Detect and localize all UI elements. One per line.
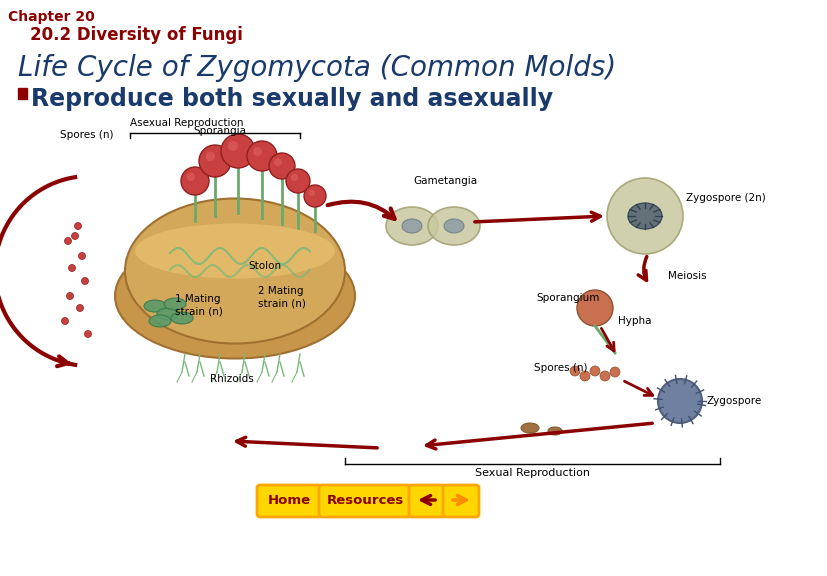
- Circle shape: [304, 185, 326, 207]
- Ellipse shape: [627, 203, 662, 229]
- Circle shape: [600, 371, 609, 381]
- Text: Life Cycle of Zygomycota (Common Molds): Life Cycle of Zygomycota (Common Molds): [18, 54, 615, 82]
- Ellipse shape: [428, 207, 480, 245]
- Circle shape: [576, 290, 612, 326]
- Circle shape: [61, 317, 69, 324]
- Circle shape: [569, 366, 579, 376]
- Text: Stolon: Stolon: [248, 261, 281, 271]
- Text: Spores (n): Spores (n): [533, 363, 587, 373]
- Ellipse shape: [144, 300, 165, 312]
- Ellipse shape: [157, 308, 179, 320]
- Circle shape: [253, 147, 261, 156]
- Circle shape: [84, 331, 92, 338]
- Circle shape: [205, 151, 215, 161]
- Circle shape: [76, 305, 84, 312]
- Text: Chapter 20: Chapter 20: [8, 10, 94, 24]
- Circle shape: [290, 174, 298, 181]
- Ellipse shape: [547, 427, 562, 435]
- FancyBboxPatch shape: [442, 485, 479, 517]
- Bar: [18, 88, 27, 99]
- Text: Gametangia: Gametangia: [413, 176, 476, 186]
- Circle shape: [590, 366, 600, 376]
- Circle shape: [227, 141, 237, 151]
- Ellipse shape: [385, 207, 437, 245]
- FancyBboxPatch shape: [409, 485, 444, 517]
- Ellipse shape: [171, 312, 193, 324]
- Ellipse shape: [115, 233, 355, 358]
- Text: Hypha: Hypha: [617, 316, 651, 326]
- Text: 1 Mating
strain (n): 1 Mating strain (n): [174, 294, 222, 316]
- Text: Meiosis: Meiosis: [667, 271, 705, 281]
- Circle shape: [246, 141, 277, 171]
- Circle shape: [221, 134, 255, 168]
- Text: 2 Mating
strain (n): 2 Mating strain (n): [258, 286, 305, 308]
- Circle shape: [186, 173, 195, 181]
- Circle shape: [71, 233, 79, 240]
- Text: Asexual Reproduction: Asexual Reproduction: [130, 118, 243, 128]
- Ellipse shape: [164, 298, 186, 310]
- Circle shape: [79, 252, 85, 260]
- Circle shape: [606, 178, 682, 254]
- FancyBboxPatch shape: [318, 485, 410, 517]
- Circle shape: [198, 145, 231, 177]
- Circle shape: [65, 237, 71, 244]
- Ellipse shape: [135, 223, 335, 279]
- Circle shape: [274, 158, 282, 166]
- Text: Sporangium: Sporangium: [535, 293, 599, 303]
- Circle shape: [285, 169, 309, 193]
- Text: Zygospore (2n): Zygospore (2n): [686, 193, 765, 203]
- Text: Resources: Resources: [326, 494, 403, 506]
- Circle shape: [69, 264, 75, 271]
- Text: Sexual Reproduction: Sexual Reproduction: [475, 468, 590, 478]
- Ellipse shape: [443, 219, 463, 233]
- Circle shape: [181, 167, 208, 195]
- Circle shape: [269, 153, 294, 179]
- Text: Home: Home: [267, 494, 310, 506]
- Circle shape: [66, 293, 74, 300]
- Ellipse shape: [402, 219, 422, 233]
- Text: Zygospore: Zygospore: [706, 396, 762, 406]
- Ellipse shape: [520, 423, 538, 433]
- Text: Sporangia: Sporangia: [193, 126, 246, 136]
- Text: Reproduce both sexually and asexually: Reproduce both sexually and asexually: [31, 87, 552, 111]
- Circle shape: [579, 371, 590, 381]
- Ellipse shape: [149, 315, 171, 327]
- Circle shape: [74, 222, 81, 229]
- Circle shape: [81, 278, 88, 285]
- Circle shape: [609, 367, 619, 377]
- Ellipse shape: [125, 199, 345, 343]
- Text: Rhizoids: Rhizoids: [210, 374, 253, 384]
- FancyBboxPatch shape: [256, 485, 321, 517]
- Text: Spores (n): Spores (n): [60, 130, 113, 140]
- Circle shape: [657, 379, 701, 423]
- Text: 20.2 Diversity of Fungi: 20.2 Diversity of Fungi: [30, 26, 242, 44]
- Circle shape: [308, 190, 314, 196]
